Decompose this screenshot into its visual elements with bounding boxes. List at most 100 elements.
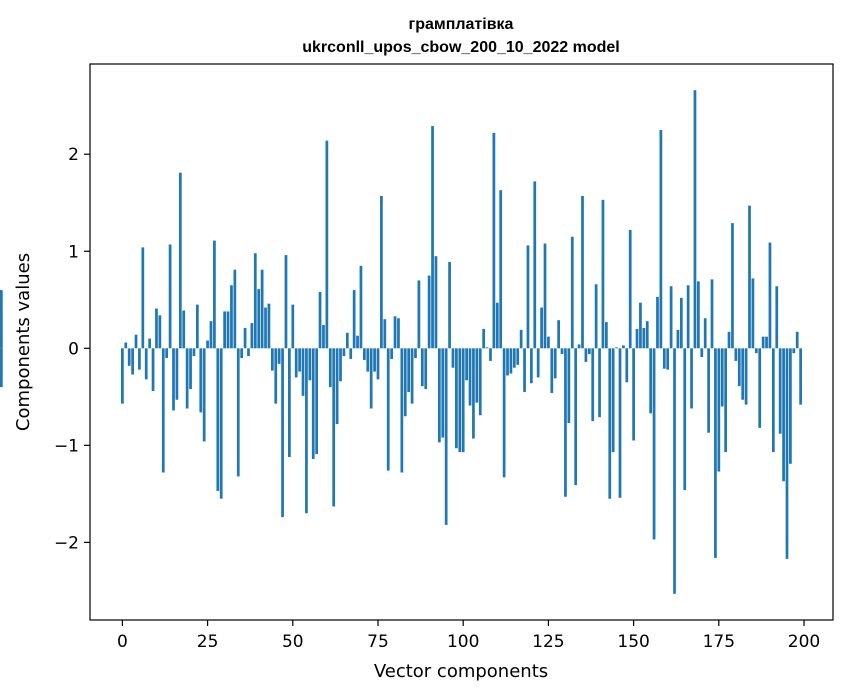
bar-194	[782, 348, 785, 482]
bar-25	[206, 340, 209, 349]
bar-22	[196, 304, 199, 349]
bar-11	[158, 315, 162, 349]
bar-125	[547, 336, 550, 349]
bar-4	[134, 334, 138, 349]
bar-35	[240, 348, 244, 359]
bar-131	[567, 348, 571, 424]
bar-40	[257, 289, 261, 349]
y-tick-label: −1	[54, 436, 79, 456]
bar-47	[281, 348, 284, 518]
x-tick-label: 75	[367, 632, 389, 652]
bar-198	[795, 331, 799, 349]
bar-68	[352, 290, 356, 349]
bar-28	[216, 348, 220, 491]
bars-group	[0, 90, 802, 594]
bar-117	[519, 329, 523, 349]
y-tick-label: 1	[68, 242, 79, 262]
bar-undefined	[0, 348, 3, 388]
bar-70	[359, 265, 363, 349]
bar-50	[291, 304, 295, 349]
bar-94	[441, 348, 445, 438]
bar-156	[652, 348, 656, 540]
bar-151	[635, 328, 639, 349]
bar-93	[437, 348, 441, 443]
chart-title: грамплатівка	[409, 16, 514, 33]
bar-42	[264, 307, 267, 349]
bar-19	[185, 348, 189, 409]
bar-144	[611, 348, 615, 453]
bar-53	[301, 348, 305, 396]
bar-135	[581, 195, 584, 349]
bar-81	[397, 318, 400, 349]
bar-187	[758, 348, 762, 428]
bar-188	[761, 336, 765, 349]
bar-127	[553, 348, 557, 379]
bar-31	[226, 311, 230, 349]
bar-21	[192, 348, 196, 357]
bar-186	[754, 348, 758, 354]
x-tick-label: 150	[617, 632, 649, 652]
bar-154	[645, 321, 649, 349]
bar-36	[243, 327, 247, 349]
bar-85	[410, 348, 414, 404]
bar-2	[127, 348, 131, 366]
bar-20	[189, 348, 192, 390]
bar-78	[386, 348, 390, 471]
bar-143	[608, 348, 612, 499]
bar-54	[305, 348, 308, 514]
bar-148	[625, 348, 629, 383]
bar-191	[771, 348, 775, 453]
bar-178	[727, 331, 731, 349]
bar-43	[267, 303, 271, 349]
x-tick-label: 50	[282, 632, 304, 652]
bar-45	[274, 348, 278, 404]
bar-24	[202, 348, 206, 442]
bar-140	[598, 348, 601, 418]
bar-145	[615, 347, 618, 349]
bar-158	[659, 129, 663, 349]
bar-181	[737, 348, 741, 387]
bar-10	[155, 308, 158, 349]
bar-172	[707, 348, 710, 433]
bar-75	[376, 348, 380, 380]
bar-83	[403, 348, 407, 417]
bar-79	[390, 348, 393, 359]
bar-136	[584, 348, 588, 362]
bar-76	[380, 195, 383, 349]
bar-195	[785, 348, 789, 559]
bar-171	[703, 318, 707, 349]
bar-152	[639, 302, 642, 349]
bar-64	[339, 348, 342, 382]
x-axis: 0 25 50 75 100 125 150 175 200	[117, 620, 820, 652]
bar-27	[213, 240, 216, 349]
bar-undefined	[0, 290, 3, 349]
bar-109	[492, 132, 496, 349]
bar-61	[328, 348, 332, 388]
y-axis-label: Components values	[13, 253, 34, 431]
bar-16	[175, 348, 179, 400]
bar-100	[461, 348, 465, 453]
bar-155	[649, 348, 653, 414]
bar-60	[325, 140, 329, 349]
bar-192	[775, 286, 779, 349]
bar-62	[332, 348, 336, 507]
bar-72	[366, 348, 370, 372]
bar-118	[523, 348, 526, 392]
bar-6	[141, 247, 145, 349]
bar-3	[131, 348, 134, 375]
bar-102	[468, 348, 472, 406]
bar-48	[284, 255, 288, 349]
bar-124	[543, 243, 547, 349]
bar-37	[247, 348, 250, 357]
bar-67	[349, 348, 353, 359]
bar-80	[393, 316, 397, 349]
bar-141	[601, 199, 605, 349]
bar-99	[458, 348, 462, 453]
bar-196	[789, 348, 792, 464]
bar-0	[121, 348, 124, 404]
bar-91	[431, 126, 434, 349]
x-tick-label: 0	[117, 632, 128, 652]
bar-101	[465, 348, 468, 381]
bar-128	[557, 320, 560, 349]
bar-30	[223, 311, 226, 349]
